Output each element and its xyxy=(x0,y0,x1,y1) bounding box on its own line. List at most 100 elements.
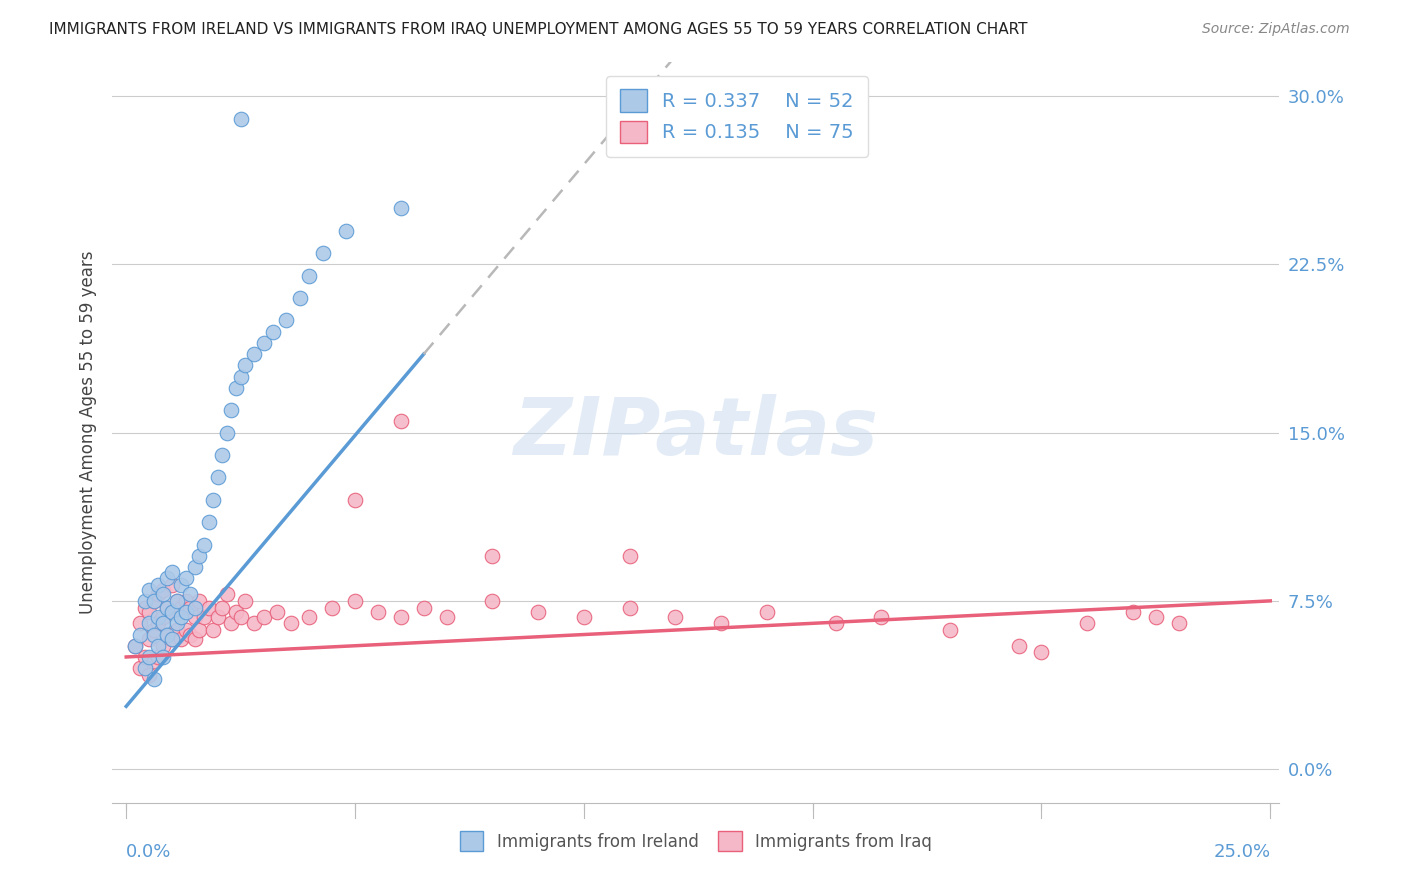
Point xyxy=(156,600,179,615)
Point xyxy=(142,623,165,637)
Point xyxy=(152,616,174,631)
Point xyxy=(266,605,288,619)
Point xyxy=(148,639,170,653)
Point xyxy=(129,616,152,631)
Y-axis label: Unemployment Among Ages 55 to 59 years: Unemployment Among Ages 55 to 59 years xyxy=(79,251,97,615)
Point xyxy=(389,201,412,215)
Point xyxy=(710,616,733,631)
Point xyxy=(166,623,188,637)
Point xyxy=(142,673,165,687)
Point xyxy=(156,627,179,641)
Point xyxy=(124,639,146,653)
Point xyxy=(939,623,962,637)
Point xyxy=(229,609,252,624)
Point xyxy=(197,516,219,530)
Point xyxy=(344,594,367,608)
Point xyxy=(160,605,183,619)
Text: Source: ZipAtlas.com: Source: ZipAtlas.com xyxy=(1202,22,1350,37)
Point xyxy=(229,369,252,384)
Point xyxy=(321,600,343,615)
Point xyxy=(166,616,188,631)
Point xyxy=(481,549,503,563)
Point xyxy=(221,616,243,631)
Point xyxy=(129,627,152,641)
Point xyxy=(527,605,550,619)
Point xyxy=(243,616,266,631)
Point xyxy=(134,650,156,665)
Point xyxy=(229,112,252,126)
Point xyxy=(619,549,641,563)
Point xyxy=(298,268,321,283)
Point xyxy=(138,616,160,631)
Point xyxy=(211,448,233,462)
Point xyxy=(193,538,215,552)
Point xyxy=(152,609,174,624)
Text: IMMIGRANTS FROM IRELAND VS IMMIGRANTS FROM IRAQ UNEMPLOYMENT AMONG AGES 55 TO 59: IMMIGRANTS FROM IRELAND VS IMMIGRANTS FR… xyxy=(49,22,1028,37)
Point xyxy=(148,616,170,631)
Point xyxy=(252,609,274,624)
Point xyxy=(215,425,238,440)
Point xyxy=(197,600,219,615)
Point xyxy=(156,627,179,641)
Point xyxy=(225,605,247,619)
Point xyxy=(184,560,207,574)
Point xyxy=(202,623,225,637)
Point xyxy=(1167,616,1189,631)
Point xyxy=(233,359,256,373)
Point xyxy=(138,605,160,619)
Point xyxy=(412,600,434,615)
Point xyxy=(174,623,197,637)
Point xyxy=(184,600,207,615)
Text: 0.0%: 0.0% xyxy=(127,843,172,861)
Point xyxy=(188,549,211,563)
Point xyxy=(252,335,274,350)
Point xyxy=(335,224,357,238)
Point xyxy=(160,632,183,646)
Point xyxy=(166,594,188,608)
Point xyxy=(481,594,503,608)
Point xyxy=(344,492,367,507)
Point xyxy=(215,587,238,601)
Point xyxy=(174,594,197,608)
Point xyxy=(138,650,160,665)
Point xyxy=(1122,605,1144,619)
Point xyxy=(1031,645,1053,659)
Point xyxy=(179,600,201,615)
Point xyxy=(148,609,170,624)
Point xyxy=(152,582,174,597)
Point xyxy=(142,594,165,608)
Point xyxy=(160,605,183,619)
Point xyxy=(152,650,174,665)
Point xyxy=(184,632,207,646)
Point xyxy=(436,609,458,624)
Point xyxy=(755,605,778,619)
Point xyxy=(288,291,311,305)
Point xyxy=(1076,616,1098,631)
Point xyxy=(1144,609,1167,624)
Point xyxy=(142,627,165,641)
Point xyxy=(129,661,152,675)
Point xyxy=(572,609,595,624)
Point xyxy=(664,609,686,624)
Point xyxy=(138,582,160,597)
Point xyxy=(156,600,179,615)
Point xyxy=(280,616,302,631)
Point xyxy=(211,600,233,615)
Point xyxy=(170,600,193,615)
Point xyxy=(142,594,165,608)
Point xyxy=(148,578,170,592)
Point xyxy=(166,594,188,608)
Point xyxy=(152,639,174,653)
Point xyxy=(262,325,284,339)
Point xyxy=(152,587,174,601)
Point xyxy=(134,600,156,615)
Point xyxy=(156,571,179,585)
Point xyxy=(174,571,197,585)
Point xyxy=(170,609,193,624)
Point xyxy=(389,609,412,624)
Point xyxy=(170,632,193,646)
Point xyxy=(138,668,160,682)
Point xyxy=(184,609,207,624)
Point xyxy=(160,578,183,592)
Text: ZIPatlas: ZIPatlas xyxy=(513,393,879,472)
